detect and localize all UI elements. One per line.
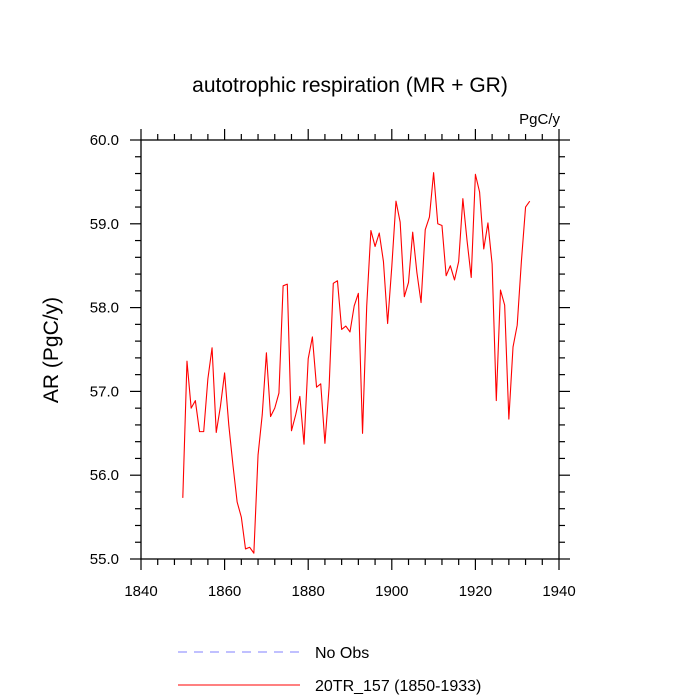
x-tick-label: 1880: [292, 583, 325, 600]
legend: No Obs 20TR_157 (1850-1933): [178, 645, 481, 695]
series-layer: [182, 172, 531, 554]
y-tick-label: 58.0: [90, 300, 119, 317]
y-tick-label: 59.0: [90, 216, 119, 233]
legend-label-20tr-157: 20TR_157 (1850-1933): [315, 678, 481, 695]
x-tick-label: 1840: [124, 583, 157, 600]
y-tick-label: 57.0: [90, 383, 119, 400]
plot-frame: [140, 139, 560, 560]
series-line-1: [182, 172, 531, 554]
chart-title: autotrophic respiration (MR + GR): [192, 74, 508, 97]
units-label: PgC/y: [519, 111, 560, 128]
y-axis-label: AR (PgC/y): [40, 297, 63, 403]
y-tick-label: 55.0: [90, 551, 119, 568]
x-tick-label: 1940: [542, 583, 575, 600]
axis-tick-labels: 1840 1860 1880 1900 1920 1940 55.0 56.0 57.0 58.0…: [90, 132, 576, 600]
y-tick-label: 60.0: [90, 132, 119, 149]
axis-ticks: [130, 129, 570, 570]
x-tick-label: 1860: [208, 583, 241, 600]
y-tick-label: 56.0: [90, 467, 119, 484]
x-tick-label: 1900: [375, 583, 408, 600]
x-tick-label: 1920: [459, 583, 492, 600]
legend-label-no-obs: No Obs: [315, 645, 369, 662]
